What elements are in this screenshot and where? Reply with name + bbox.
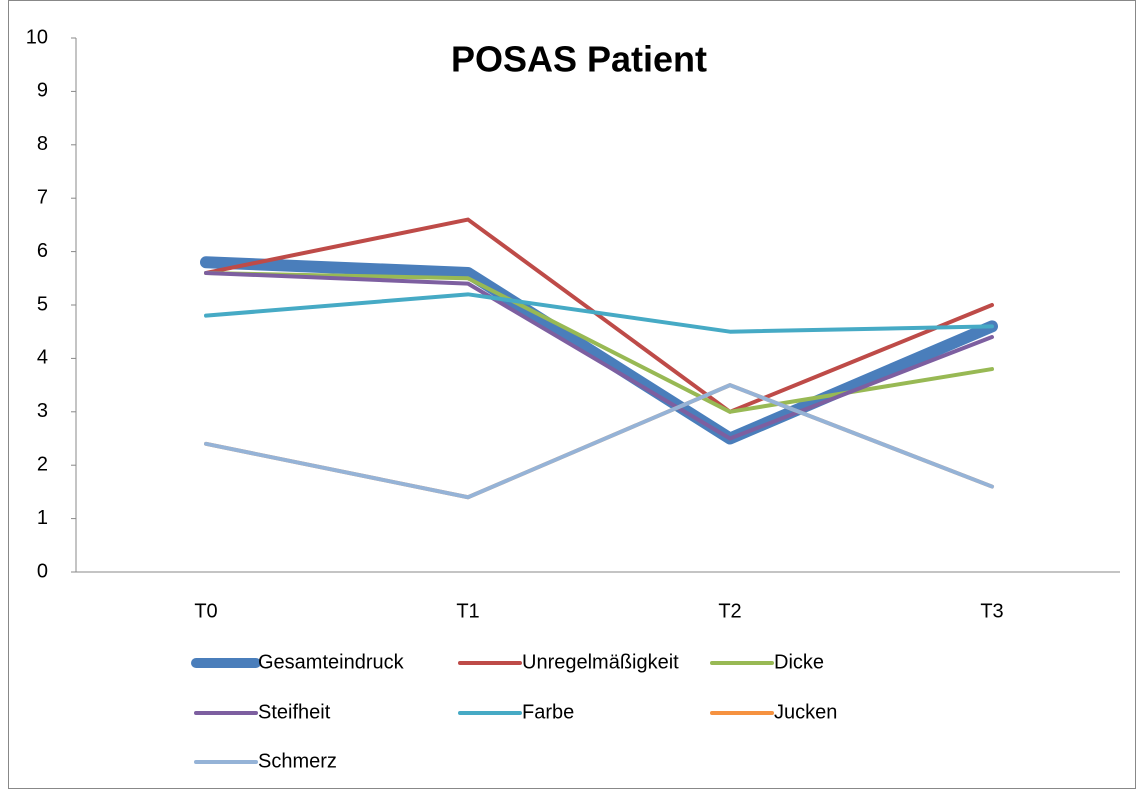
y-tick-label: 3 bbox=[37, 400, 48, 422]
legend-label: Steifheit bbox=[258, 701, 331, 723]
y-tick-label: 10 bbox=[26, 26, 48, 48]
y-tick-label: 9 bbox=[37, 80, 48, 102]
legend-label: Unregelmäßigkeit bbox=[522, 651, 679, 673]
y-tick-label: 0 bbox=[37, 560, 48, 582]
legend-label: Gesamteindruck bbox=[258, 651, 405, 673]
y-tick-label: 7 bbox=[37, 186, 48, 208]
series-line bbox=[204, 383, 994, 500]
legend-label: Farbe bbox=[522, 701, 574, 723]
series-line bbox=[200, 256, 998, 445]
y-tick-label: 5 bbox=[37, 293, 48, 315]
y-tick-label: 4 bbox=[37, 347, 48, 369]
series-line bbox=[204, 270, 994, 441]
x-tick-label: T2 bbox=[718, 600, 741, 622]
legend-label: Jucken bbox=[774, 701, 837, 723]
chart-frame bbox=[8, 0, 1136, 789]
x-tick-label: T1 bbox=[456, 600, 479, 622]
chart-title: POSAS Patient bbox=[451, 39, 707, 80]
series-line bbox=[204, 270, 994, 414]
y-tick-label: 1 bbox=[37, 507, 48, 529]
legend-label: Dicke bbox=[774, 651, 824, 673]
legend-label: Schmerz bbox=[258, 750, 337, 772]
series-line bbox=[204, 217, 994, 414]
x-tick-label: T3 bbox=[980, 600, 1003, 622]
y-tick-label: 8 bbox=[37, 133, 48, 155]
x-tick-label: T0 bbox=[194, 600, 217, 622]
y-tick-label: 2 bbox=[37, 453, 48, 475]
series-line bbox=[204, 292, 994, 334]
y-tick-label: 6 bbox=[37, 240, 48, 262]
